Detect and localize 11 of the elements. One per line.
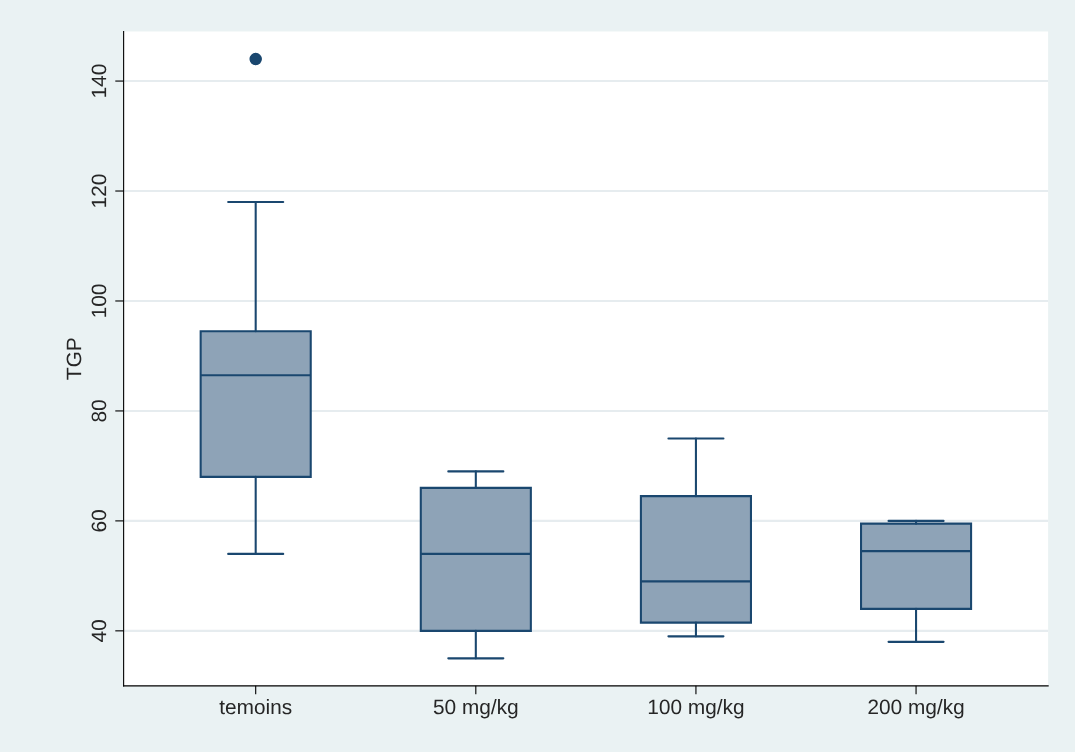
x-tick-label: 50 mg/kg — [433, 699, 518, 719]
x-tick-label: 200 mg/kg — [868, 699, 964, 719]
y-tick-label: 100 — [91, 284, 107, 317]
y-tick-label: 140 — [91, 64, 107, 97]
y-tick-label: 120 — [91, 174, 107, 207]
x-tick-label: temoins — [219, 699, 292, 715]
y-tick-label: 80 — [91, 400, 107, 422]
y-tick-label: 60 — [91, 510, 107, 532]
y-axis-title: TGP — [66, 338, 82, 380]
x-tick-label: 100 mg/kg — [648, 699, 744, 719]
y-tick-label: 40 — [91, 620, 107, 642]
